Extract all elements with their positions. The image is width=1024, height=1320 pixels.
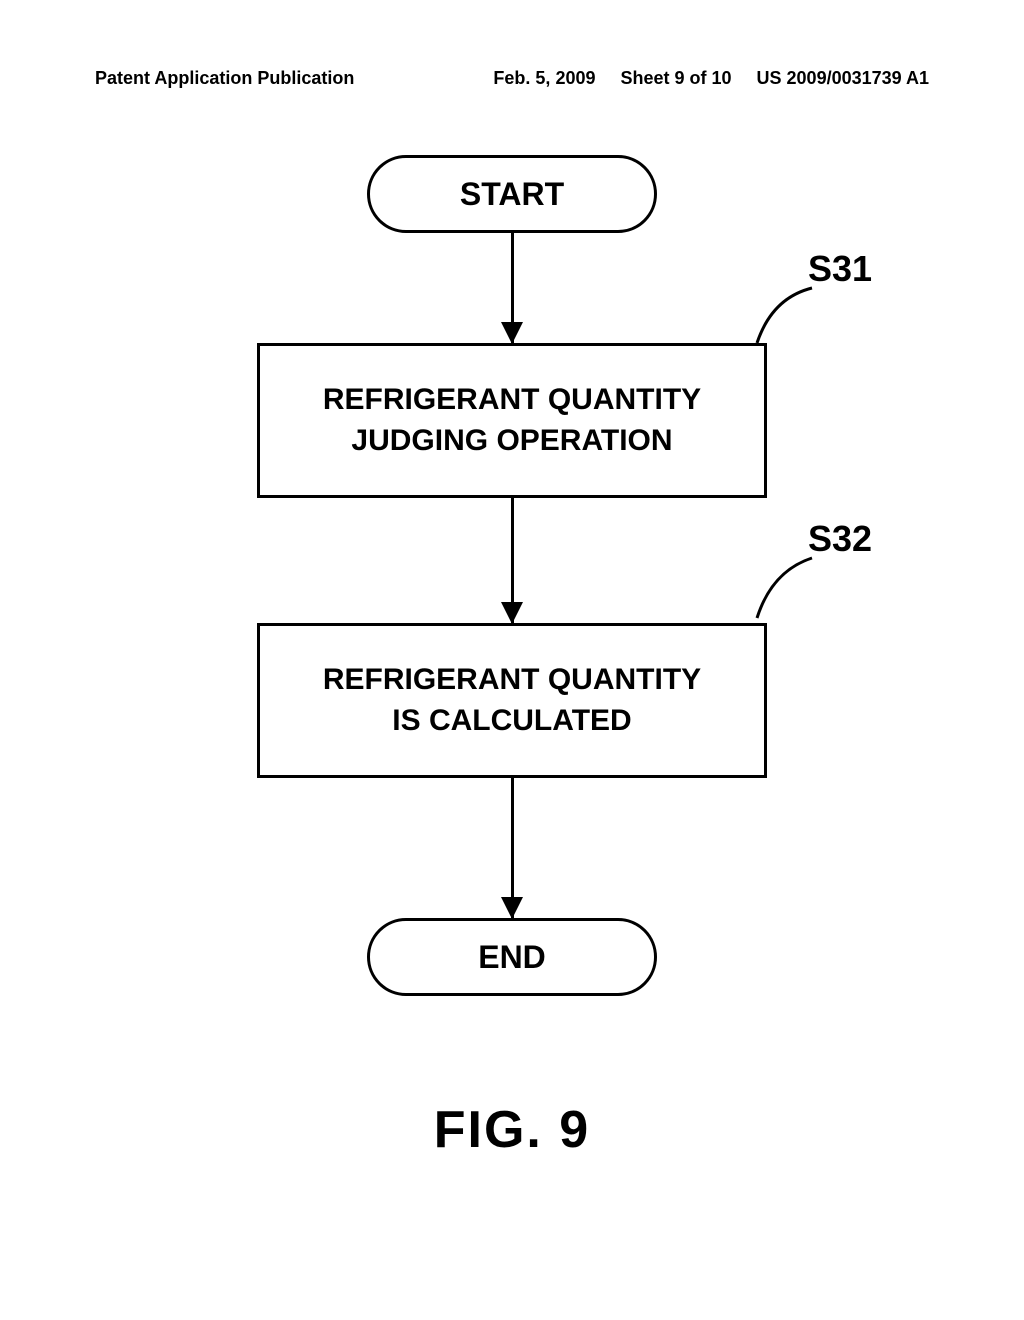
- header-sheet: Sheet 9 of 10: [620, 68, 731, 89]
- header-date: Feb. 5, 2009: [493, 68, 595, 89]
- end-terminator: END: [367, 918, 657, 996]
- arrow-line-3: [511, 778, 514, 918]
- arrow-start-to-s31: [212, 233, 812, 343]
- arrow-s31-to-s32: [212, 498, 812, 623]
- start-terminator: START: [367, 155, 657, 233]
- process-s31-label: REFRIGERANT QUANTITY JUDGING OPERATION: [323, 380, 701, 461]
- header-right-group: Feb. 5, 2009 Sheet 9 of 10 US 2009/00317…: [493, 68, 929, 89]
- process-s32: REFRIGERANT QUANTITY IS CALCULATED: [257, 623, 767, 778]
- arrow-head-icon: [501, 602, 523, 624]
- header-publication: Patent Application Publication: [95, 68, 354, 89]
- process-s31: REFRIGERANT QUANTITY JUDGING OPERATION: [257, 343, 767, 498]
- arrow-head-icon: [501, 897, 523, 919]
- process-s32-label: REFRIGERANT QUANTITY IS CALCULATED: [323, 660, 701, 741]
- arrow-line-2: [511, 498, 514, 623]
- end-label: END: [478, 939, 546, 976]
- figure-number: FIG. 9: [434, 1100, 590, 1160]
- page-header: Patent Application Publication Feb. 5, 2…: [0, 68, 1024, 89]
- header-pubnum: US 2009/0031739 A1: [757, 68, 929, 89]
- arrow-2-wrapper: S32: [212, 498, 812, 623]
- flowchart-container: START S31 REFRIGERANT QUANTITY JUDGING O…: [212, 155, 812, 996]
- arrow-1-wrapper: S31: [212, 233, 812, 343]
- connector-curve-s32: [742, 553, 822, 628]
- arrow-line-1: [511, 233, 514, 343]
- start-label: START: [460, 176, 564, 213]
- arrow-head-icon: [501, 322, 523, 344]
- arrow-s32-to-end: [212, 778, 812, 918]
